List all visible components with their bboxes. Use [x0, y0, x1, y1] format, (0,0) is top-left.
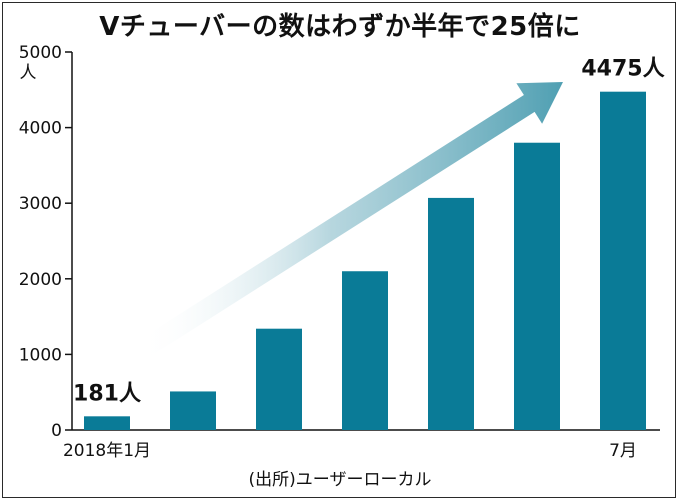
y-tick-label: 0: [51, 421, 62, 441]
y-tick-label: 2000: [19, 270, 62, 290]
data-label: 181人: [73, 381, 141, 406]
y-tick-label: 1000: [19, 345, 62, 365]
chart-frame: [2, 2, 676, 498]
bar: [84, 416, 130, 430]
data-label: 4475人: [581, 57, 664, 82]
source-note: (出所)ユーザーローカル: [248, 470, 432, 490]
bar: [514, 142, 560, 430]
trend-arrow: [139, 82, 563, 357]
bar: [600, 91, 646, 430]
x-tick-label: 7月: [609, 441, 637, 461]
bar: [428, 197, 474, 430]
bar: [256, 328, 302, 430]
bar: [170, 391, 216, 430]
y-tick-label: 5000: [19, 43, 62, 63]
x-tick-label: 2018年1月: [63, 441, 151, 461]
y-unit-label: 人: [20, 63, 37, 83]
y-tick-label: 3000: [19, 194, 62, 214]
bar: [342, 271, 388, 430]
chart-title: Vチューバーの数はわずか半年で25倍に: [99, 12, 581, 42]
y-tick-label: 4000: [19, 119, 62, 139]
